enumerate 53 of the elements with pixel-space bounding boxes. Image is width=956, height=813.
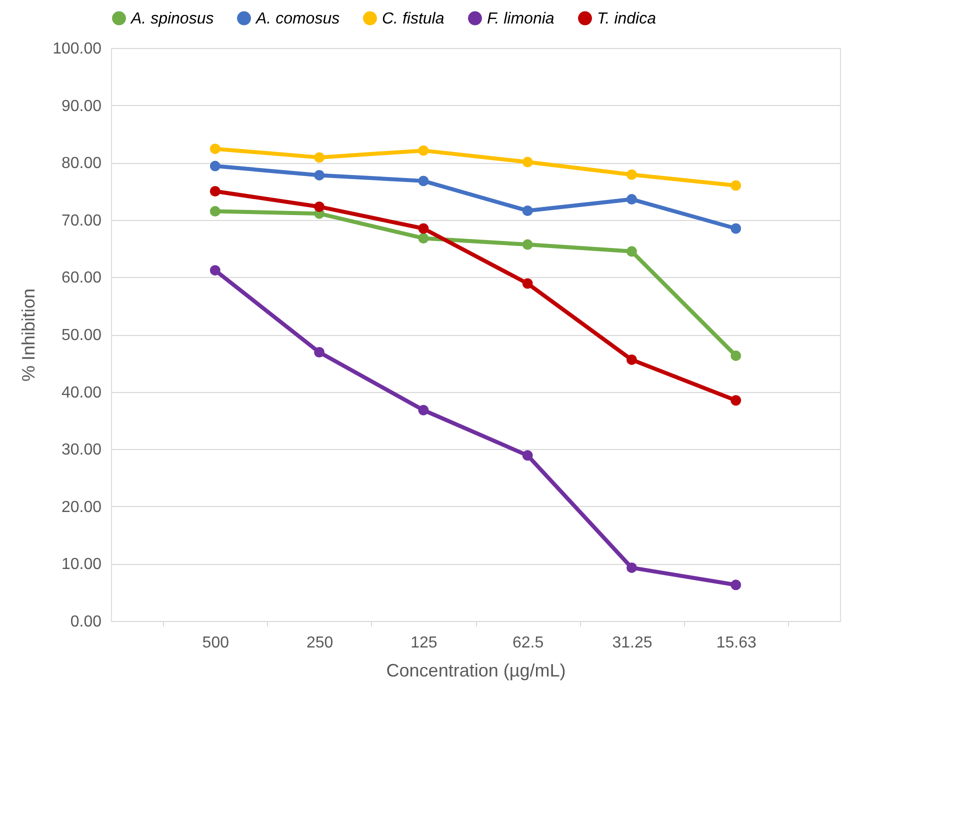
y-tick-label: 40.00: [61, 384, 102, 402]
point: [730, 350, 742, 361]
point: [730, 395, 742, 406]
point: [314, 152, 325, 163]
point: [522, 278, 533, 289]
legend-label: C. fistula: [382, 10, 444, 28]
point: [730, 580, 742, 590]
point: [522, 239, 533, 250]
x-tick-label: 125: [410, 634, 438, 652]
point: [730, 223, 742, 234]
point: [522, 156, 533, 168]
point: [522, 206, 533, 216]
point: [418, 223, 429, 234]
x-tick-label: 250: [306, 634, 334, 652]
y-tick-label: 50.00: [61, 327, 102, 344]
legend-label: A. comosus: [255, 10, 340, 28]
legend-label: T. indica: [597, 10, 656, 28]
x-tick-label: 31.25: [612, 634, 652, 652]
point: [210, 206, 220, 217]
point: [418, 233, 429, 244]
point: [418, 404, 429, 416]
point: [210, 160, 220, 172]
point: [626, 354, 637, 365]
y-tick-label: 90.00: [61, 98, 102, 115]
x-tick-label: 62.5: [512, 634, 544, 652]
point: [210, 144, 220, 154]
point: [626, 562, 637, 573]
y-tick-label: 60.00: [61, 270, 102, 287]
point: [210, 186, 220, 196]
y-tick-label: 100.00: [52, 40, 102, 58]
y-tick-label: 10.00: [61, 556, 102, 574]
x-axis-title: Concentration (µg/mL): [386, 660, 566, 680]
point: [730, 180, 742, 191]
y-tick-label: 0.00: [70, 614, 102, 630]
legend-label: A. spinosus: [130, 10, 214, 28]
legend-label: F. limonia: [487, 10, 554, 28]
y-axis-title: % Inhibition: [18, 288, 39, 382]
point: [626, 246, 637, 257]
y-tick-label: 80.00: [61, 155, 102, 172]
x-tick-label: 15.63: [716, 634, 756, 652]
point: [418, 176, 429, 186]
y-tick-label: 70.00: [61, 212, 102, 230]
y-tick-label: 20.00: [61, 498, 102, 516]
x-tick-label: 500: [202, 634, 230, 652]
point: [314, 201, 325, 212]
point: [314, 347, 325, 358]
point: [626, 194, 637, 205]
point: [626, 169, 637, 180]
point: [522, 450, 533, 461]
point: [210, 265, 220, 276]
point: [314, 170, 325, 180]
y-tick-label: 30.00: [61, 442, 102, 459]
point: [418, 145, 429, 156]
